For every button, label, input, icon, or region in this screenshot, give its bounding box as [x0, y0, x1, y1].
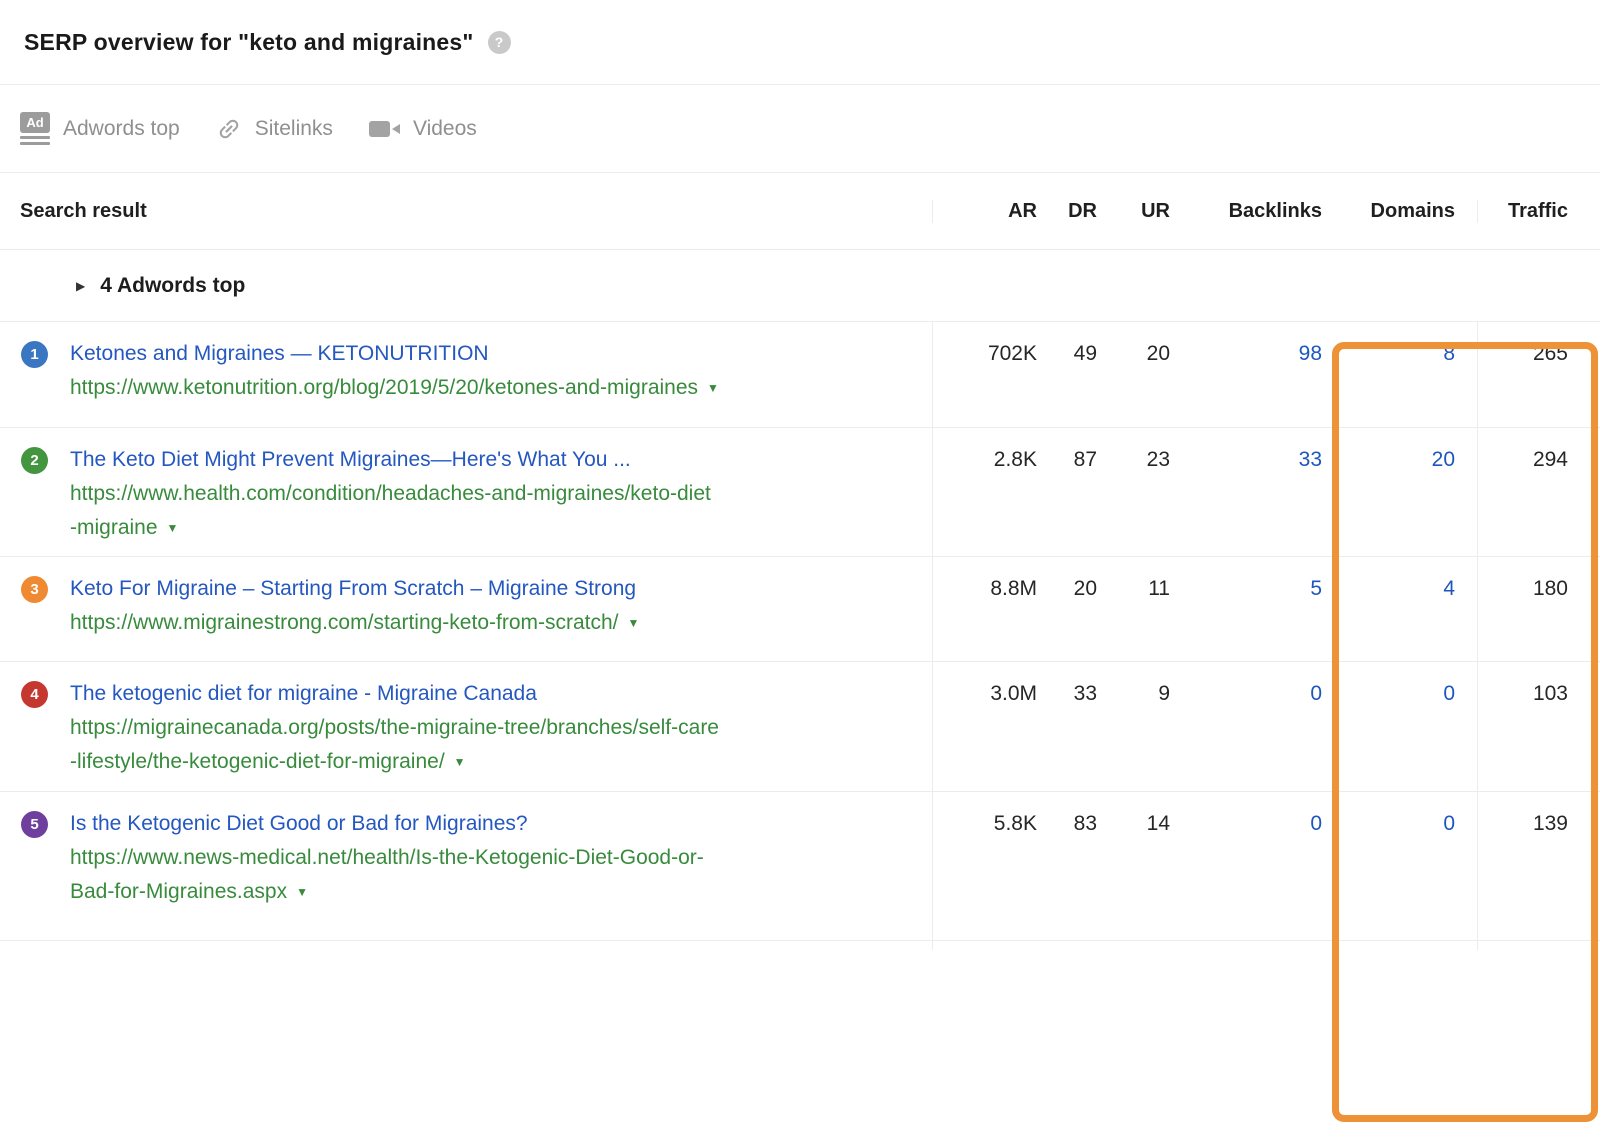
backlinks-value-link[interactable]: 0	[1310, 682, 1322, 705]
traffic-value: 180	[1477, 557, 1600, 661]
toolbar-label: Sitelinks	[254, 116, 333, 140]
ar-value: 8.8M	[990, 577, 1037, 600]
column-header-dr[interactable]: DR	[1068, 199, 1097, 222]
backlinks-value-link[interactable]: 33	[1298, 448, 1322, 471]
result-url: https://www.migrainestrong.com/starting-…	[70, 611, 640, 634]
sitelinks-icon	[216, 116, 242, 142]
ur-value: 9	[1158, 682, 1170, 705]
table-row: 4 The ketogenic diet for migraine - Migr…	[0, 662, 1600, 792]
url-dropdown-caret-icon[interactable]: ▼	[627, 616, 640, 630]
result-url: https://migrainecanada.org/posts/the-mig…	[70, 716, 719, 739]
page-header: SERP overview for "keto and migraines" ?	[0, 0, 1600, 85]
backlinks-value-link[interactable]: 0	[1310, 812, 1322, 835]
domains-value-link[interactable]: 0	[1443, 682, 1455, 705]
column-header-domains[interactable]: Domains	[1370, 199, 1455, 222]
ar-value: 3.0M	[990, 682, 1037, 705]
ur-value: 11	[1148, 577, 1170, 600]
table-header-row: Search result AR DR UR Backlinks Domains…	[0, 172, 1600, 250]
ur-value: 14	[1146, 812, 1170, 835]
ur-value: 20	[1146, 342, 1170, 365]
table-row: 3 Keto For Migraine – Starting From Scra…	[0, 557, 1600, 662]
url-dropdown-caret-icon[interactable]: ▼	[296, 885, 308, 899]
ar-value: 5.8K	[993, 812, 1037, 835]
expand-arrow-icon[interactable]: ▶	[76, 278, 86, 293]
result-title-link[interactable]: Keto For Migraine – Starting From Scratc…	[70, 577, 637, 600]
table-row-partial	[0, 941, 1600, 950]
ur-value: 23	[1146, 448, 1170, 471]
position-badge: 3	[21, 576, 48, 603]
adwords-top-group-row[interactable]: ▶ 4 Adwords top	[0, 250, 1600, 322]
result-url: -lifestyle/the-ketogenic-diet-for-migrai…	[70, 750, 466, 773]
column-header-search-result[interactable]: Search result	[0, 199, 933, 223]
column-header-ur[interactable]: UR	[1141, 199, 1170, 222]
dr-value: 83	[1073, 812, 1097, 835]
toolbar-item-sitelinks[interactable]: Sitelinks	[216, 116, 333, 142]
domains-value-link[interactable]: 4	[1443, 577, 1455, 600]
url-dropdown-caret-icon[interactable]: ▼	[707, 381, 719, 395]
backlinks-value-link[interactable]: 5	[1310, 577, 1322, 600]
page-title: SERP overview for "keto and migraines"	[24, 28, 474, 55]
domains-value-link[interactable]: 8	[1443, 342, 1455, 365]
dr-value: 20	[1073, 577, 1097, 600]
position-badge: 1	[21, 341, 48, 368]
result-url: https://www.news-medical.net/health/Is-t…	[70, 846, 704, 869]
table-row: 2 The Keto Diet Might Prevent Migraines—…	[0, 428, 1600, 557]
domains-value-link[interactable]: 20	[1431, 448, 1455, 471]
ar-value: 2.8K	[993, 448, 1037, 471]
toolbar-item-videos[interactable]: Videos	[368, 116, 477, 141]
position-badge: 4	[21, 681, 48, 708]
position-badge: 2	[21, 447, 48, 474]
traffic-value: 139	[1477, 792, 1600, 940]
dr-value: 49	[1073, 342, 1097, 365]
result-url: https://www.health.com/condition/headach…	[70, 482, 711, 505]
adwords-icon: Ad	[20, 112, 50, 145]
url-dropdown-caret-icon[interactable]: ▼	[166, 521, 179, 535]
table-row: 1 Ketones and Migraines — KETONUTRITION …	[0, 322, 1600, 428]
toolbar-item-adwords-top[interactable]: Ad Adwords top	[20, 112, 180, 145]
traffic-value: 103	[1477, 662, 1600, 791]
domains-value-link[interactable]: 0	[1443, 812, 1455, 835]
result-url: -migraine ▼	[70, 516, 179, 539]
result-title-link[interactable]: The Keto Diet Might Prevent Migraines—He…	[70, 448, 631, 471]
column-header-backlinks[interactable]: Backlinks	[1228, 199, 1322, 222]
toolbar-label: Videos	[412, 116, 477, 140]
adwords-top-group-label: 4 Adwords top	[100, 273, 246, 297]
backlinks-value-link[interactable]: 98	[1298, 342, 1322, 365]
ar-value: 702K	[987, 342, 1037, 365]
dr-value: 87	[1073, 448, 1097, 471]
result-url: https://www.ketonutrition.org/blog/2019/…	[70, 376, 719, 399]
videos-icon	[368, 120, 400, 137]
result-title-link[interactable]: Ketones and Migraines — KETONUTRITION	[70, 342, 489, 365]
dr-value: 33	[1073, 682, 1097, 705]
result-rows: 1 Ketones and Migraines — KETONUTRITION …	[0, 322, 1600, 950]
serp-features-toolbar: Ad Adwords top Sitelinks Videos	[0, 85, 1600, 172]
column-header-ar[interactable]: AR	[1008, 199, 1037, 222]
column-header-traffic[interactable]: Traffic	[1477, 199, 1600, 223]
url-dropdown-caret-icon[interactable]: ▼	[453, 755, 466, 769]
result-title-link[interactable]: The ketogenic diet for migraine - Migrai…	[70, 682, 537, 705]
result-url: Bad-for-Migraines.aspx ▼	[70, 880, 308, 903]
serp-overview-table: Search result AR DR UR Backlinks Domains…	[0, 172, 1600, 1122]
traffic-value: 265	[1477, 322, 1600, 427]
table-row: 5 Is the Ketogenic Diet Good or Bad for …	[0, 792, 1600, 941]
position-badge: 5	[21, 811, 48, 838]
traffic-value: 294	[1477, 428, 1600, 556]
result-title-link[interactable]: Is the Ketogenic Diet Good or Bad for Mi…	[70, 812, 528, 835]
help-icon[interactable]: ?	[487, 30, 511, 54]
toolbar-label: Adwords top	[63, 116, 180, 140]
